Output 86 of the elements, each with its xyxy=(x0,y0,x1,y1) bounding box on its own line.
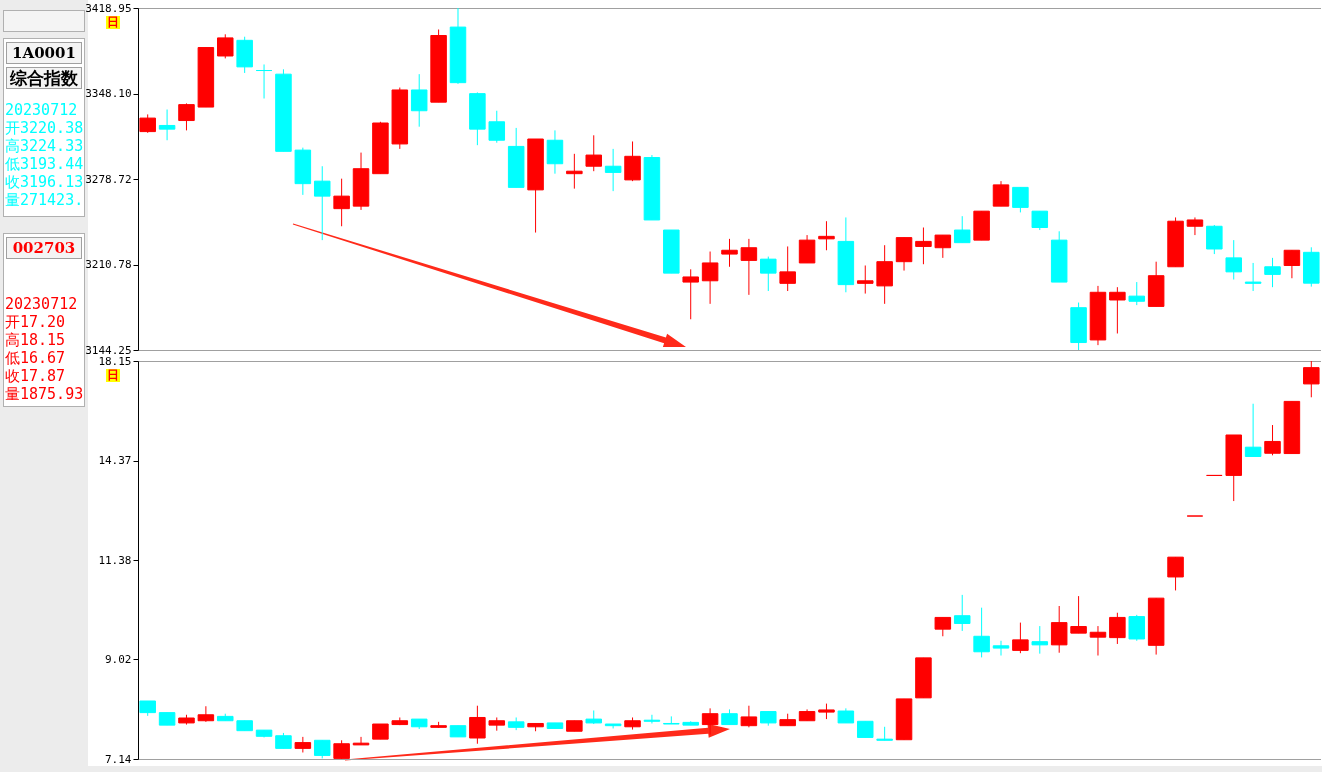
candlestick xyxy=(740,238,758,296)
y-tick-label: 3278.72 xyxy=(85,172,132,186)
candlestick xyxy=(1206,224,1223,255)
candlestick xyxy=(313,739,331,759)
candlestick xyxy=(1012,622,1029,654)
y-tick-label: 9.02 xyxy=(105,652,132,666)
candlestick xyxy=(857,265,874,295)
candlestick xyxy=(410,73,428,128)
candlestick xyxy=(740,705,758,728)
candlestick xyxy=(953,594,971,632)
candlestick xyxy=(1264,257,1281,288)
candlestick xyxy=(352,736,370,746)
candlestick xyxy=(1031,625,1049,655)
candlestick xyxy=(604,723,622,729)
candlestick xyxy=(488,110,506,144)
text: 高3224.33 xyxy=(5,137,84,155)
candlestick xyxy=(1264,424,1281,456)
text: 开17.20 xyxy=(5,313,67,331)
candlestick xyxy=(682,268,699,320)
candlestick xyxy=(1050,605,1068,654)
y-tick-label: 3144.25 xyxy=(85,343,132,357)
y-tick-label: 18.15 xyxy=(98,354,132,368)
candlestick xyxy=(701,251,719,305)
candlestick xyxy=(624,140,641,182)
candlestick xyxy=(1089,625,1107,657)
candlestick xyxy=(953,215,971,244)
text: 低3193.44 xyxy=(5,155,84,173)
text: 低16.67 xyxy=(5,349,67,367)
candlestick xyxy=(915,227,932,265)
y-tick-label: 3418.95 xyxy=(85,1,132,15)
candlestick xyxy=(992,640,1010,657)
candlestick xyxy=(1128,281,1146,306)
candlestick xyxy=(1070,595,1087,634)
candlestick xyxy=(1283,249,1301,279)
candlestick xyxy=(973,607,990,658)
candlestick xyxy=(1012,186,1029,213)
y-tick-label: 14.37 xyxy=(98,454,132,468)
candlestick xyxy=(1109,612,1126,645)
candlestick xyxy=(1225,239,1242,281)
candlestick xyxy=(1109,286,1126,334)
text: 收17.87 xyxy=(5,367,67,385)
candlestick xyxy=(255,63,273,100)
y-tick-label: 3348.10 xyxy=(85,87,132,100)
candlestick xyxy=(1244,403,1262,457)
text: 高18.15 xyxy=(5,331,67,349)
y-tick-label: 7.14 xyxy=(105,752,132,766)
candlestick xyxy=(643,714,661,724)
text: 002703 xyxy=(6,237,82,259)
candlestick xyxy=(992,180,1010,207)
candlestick xyxy=(934,234,952,259)
candlestick xyxy=(158,109,176,141)
text: 日 xyxy=(106,15,120,29)
candlestick xyxy=(721,238,738,268)
candlestick xyxy=(1167,556,1184,591)
text: 日 xyxy=(106,368,120,382)
text: 收3196.13 xyxy=(5,173,84,191)
candlestick xyxy=(178,102,195,131)
candlestick xyxy=(469,705,486,745)
candlestick xyxy=(1186,216,1204,236)
candlestick xyxy=(604,148,622,192)
candlestick xyxy=(197,705,215,723)
y-tick-label: 11.38 xyxy=(98,553,132,567)
text: 量1875.93 xyxy=(5,385,84,403)
candlestick xyxy=(217,33,234,59)
candlestick xyxy=(1128,614,1146,642)
candlestick xyxy=(1244,262,1262,292)
candlestick xyxy=(1303,360,1320,398)
candlestick xyxy=(1031,210,1049,231)
candlestick xyxy=(934,616,952,637)
y-tick-label: 3210.78 xyxy=(85,258,132,271)
candlestick xyxy=(701,707,719,736)
text: 1A0001 xyxy=(6,42,82,64)
candlestick xyxy=(546,129,564,175)
candlestick xyxy=(313,165,331,241)
candlestick xyxy=(779,245,796,292)
candlestick xyxy=(818,220,835,251)
candlestick xyxy=(798,234,816,264)
text: 量271423. xyxy=(5,191,84,209)
candlestick xyxy=(760,256,777,292)
candlestick xyxy=(139,113,156,134)
candlestick xyxy=(333,178,350,227)
text: 20230712 xyxy=(5,101,79,119)
text: 综合指数 xyxy=(6,67,82,89)
text: 开3220.38 xyxy=(5,119,84,137)
text: 20230712 xyxy=(5,295,79,313)
candlestick xyxy=(585,134,602,172)
